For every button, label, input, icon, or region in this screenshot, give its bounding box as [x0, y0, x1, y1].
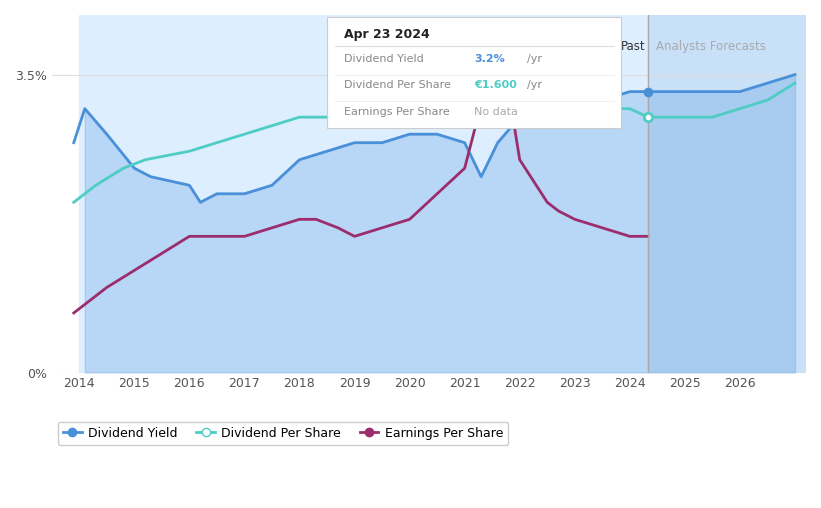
Legend: Dividend Yield, Dividend Per Share, Earnings Per Share: Dividend Yield, Dividend Per Share, Earn… [58, 422, 508, 445]
Text: Earnings Per Share: Earnings Per Share [344, 107, 449, 116]
Text: /yr: /yr [527, 54, 542, 65]
Text: Analysts Forecasts: Analysts Forecasts [656, 40, 766, 53]
Text: No data: No data [474, 107, 518, 116]
Text: €1.600: €1.600 [474, 80, 517, 90]
Text: Dividend Per Share: Dividend Per Share [344, 80, 451, 90]
Bar [80, 15, 648, 372]
Text: Past: Past [621, 40, 645, 53]
Text: Dividend Yield: Dividend Yield [344, 54, 424, 65]
Text: 3.2%: 3.2% [474, 54, 505, 65]
Text: /yr: /yr [527, 80, 542, 90]
FancyBboxPatch shape [327, 17, 621, 128]
Text: Apr 23 2024: Apr 23 2024 [344, 28, 429, 41]
Bar [648, 15, 806, 372]
